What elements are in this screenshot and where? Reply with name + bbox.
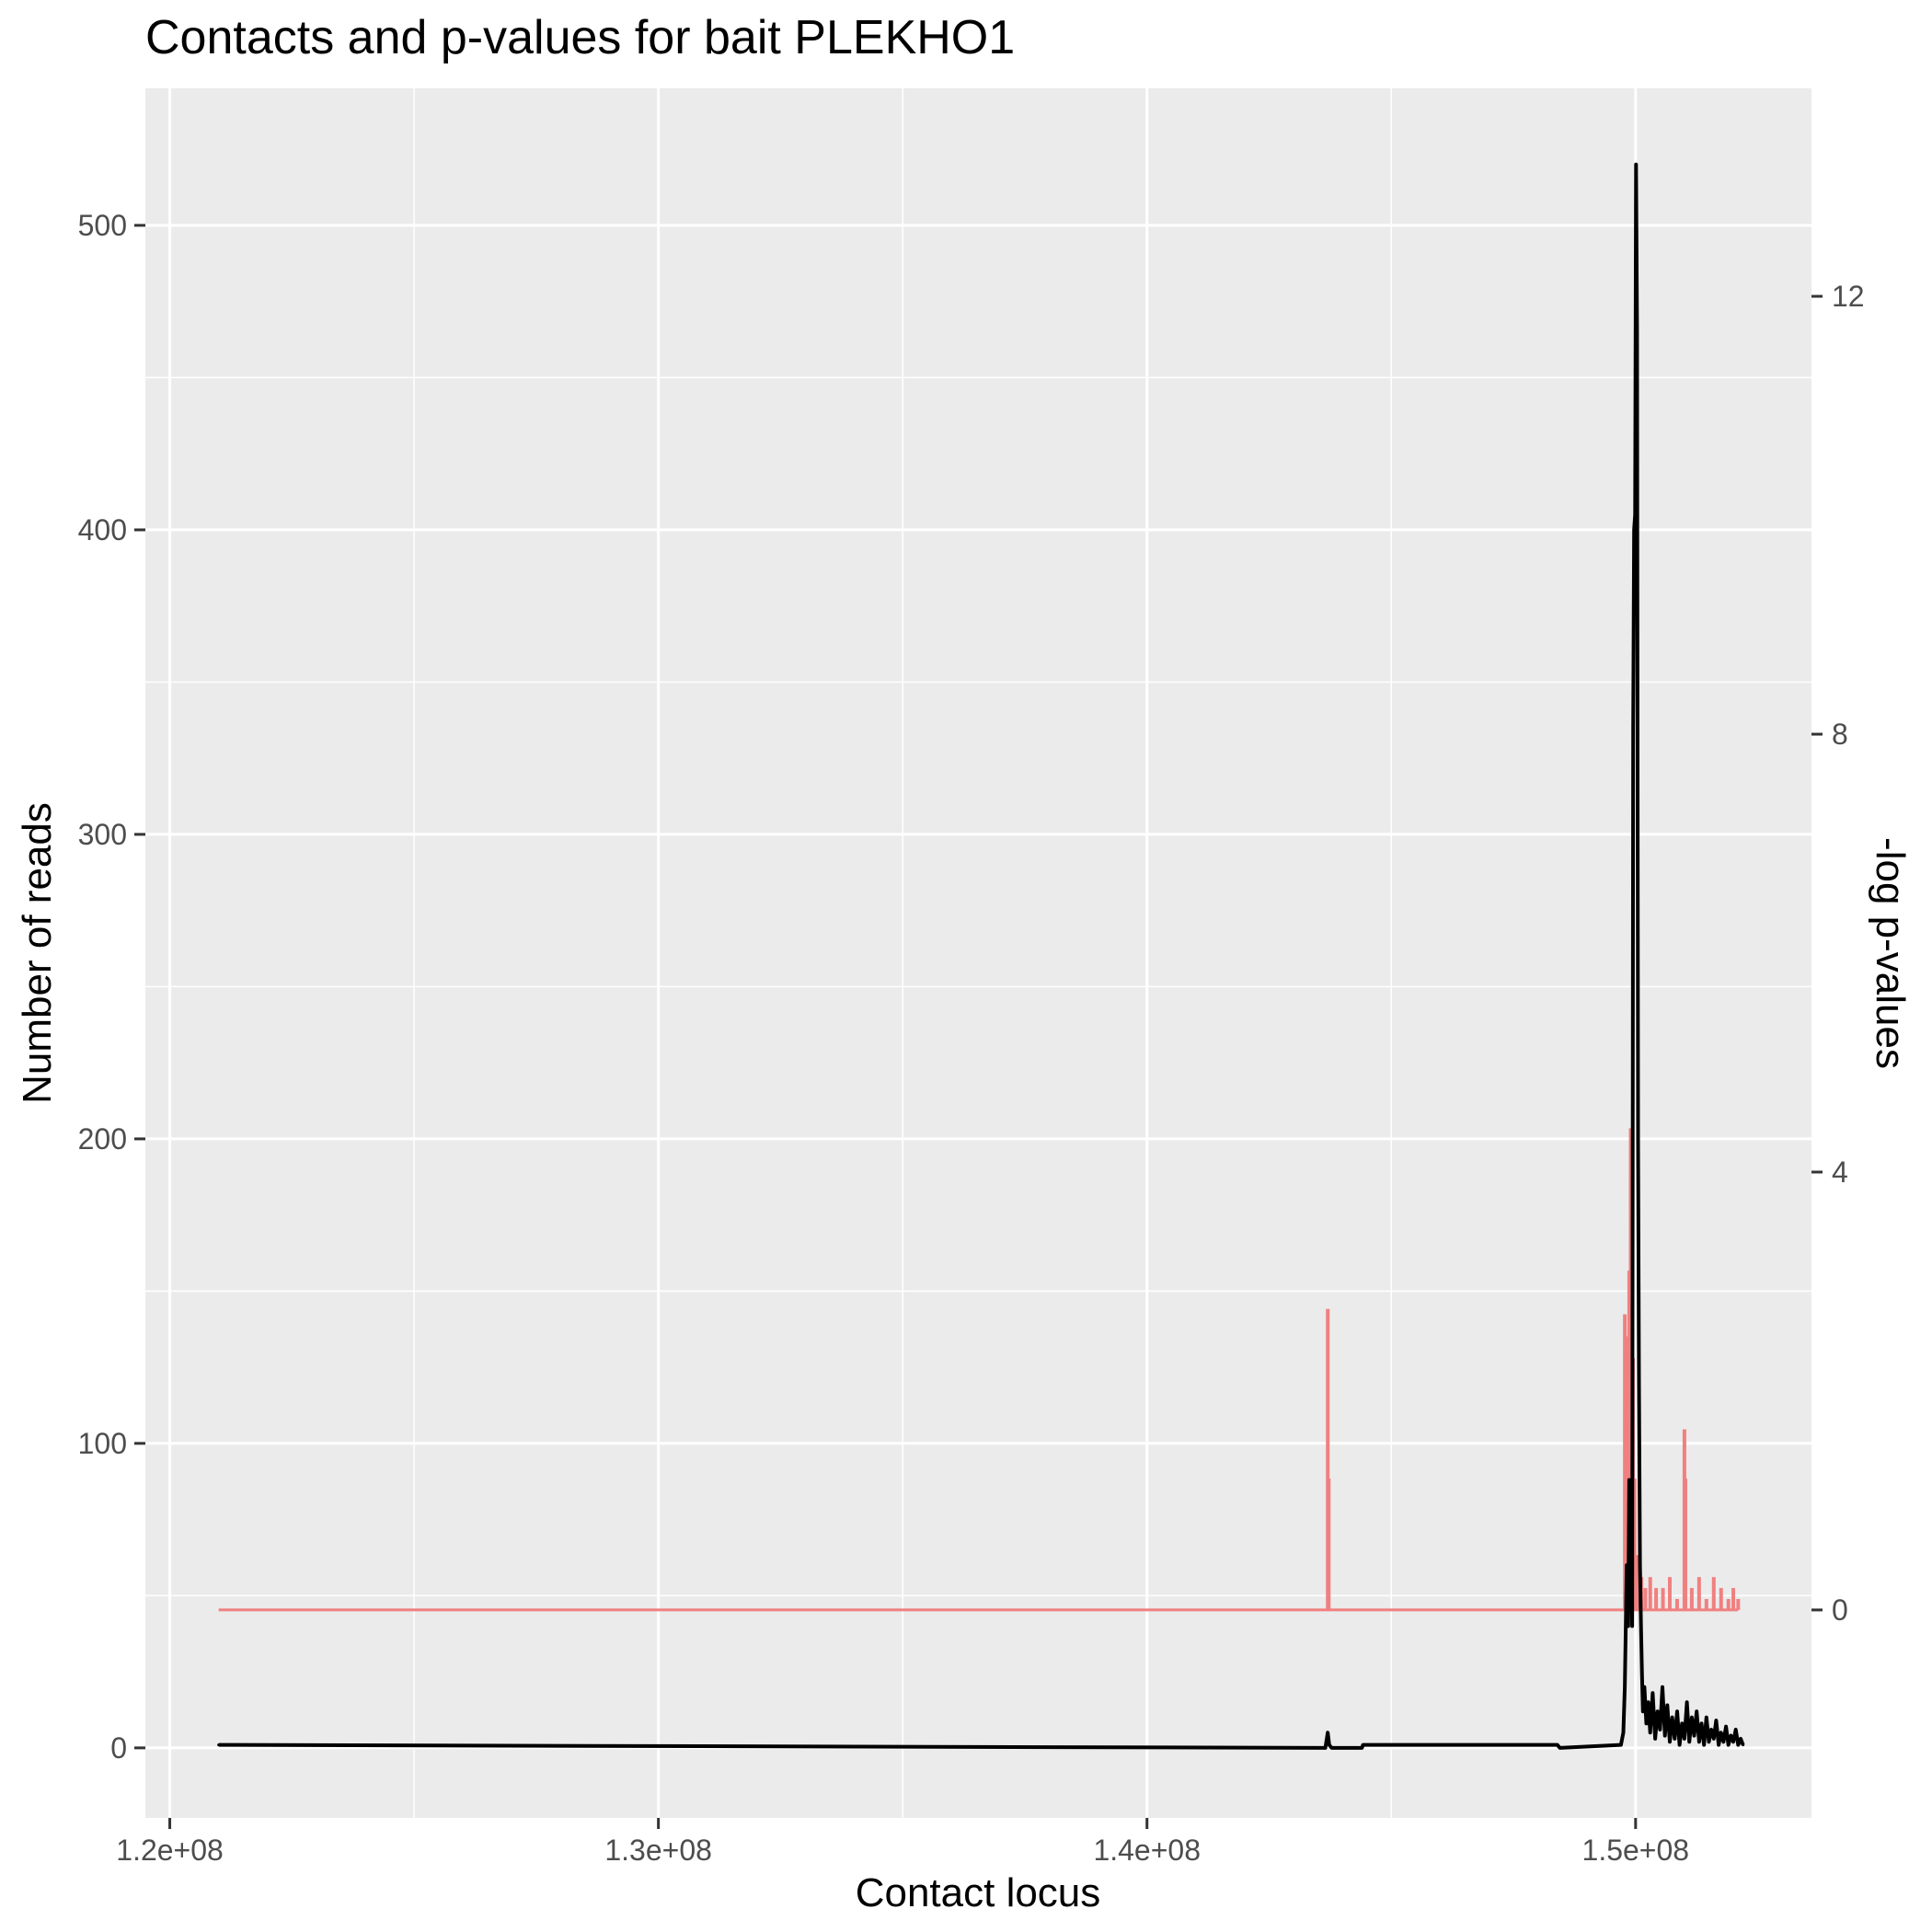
reads-point [1642,1685,1646,1689]
x-tick-label: 1.4e+08 [1093,1834,1201,1867]
axes: 1.2e+08 1.3e+08 1.4e+08 1.5e+08010020030040… [78,209,1865,1867]
reads-point [1724,1725,1728,1729]
reads-point [1630,1624,1634,1627]
reads-point [1631,726,1635,730]
reads-point [1678,1743,1682,1747]
reads-point [1714,1719,1718,1722]
y-tick-label: 500 [78,209,127,242]
reads-point [1623,1685,1627,1689]
reads-point [1653,1737,1657,1741]
reads-point [1731,1740,1735,1743]
reads-point [1619,1743,1623,1747]
reads-point [1736,1743,1740,1747]
reads-point [1644,1721,1648,1725]
reads-point [1712,1737,1716,1741]
reads-point [1700,1721,1704,1725]
x-tick-label: 1.3e+08 [604,1834,712,1867]
reads-point [1649,1731,1652,1734]
reads-point [1697,1740,1701,1743]
x-axis-title: Contact locus [856,1870,1101,1915]
reads-point [1635,330,1639,334]
reads-point [1656,1709,1660,1713]
reads-point [1360,1746,1363,1750]
plot-panel [145,88,1811,1818]
reads-point [1658,1728,1662,1731]
reads-point [1665,1704,1669,1708]
chart-title: Contacts and p-values for bait PLEKHO1 [145,11,1015,64]
reads-point [1683,1737,1686,1741]
reads-point [1632,528,1636,532]
reads-point [1361,1743,1364,1747]
reads-point [1641,1709,1645,1713]
reads-point [1628,1579,1632,1582]
reads-point [1693,1734,1696,1738]
reads-point [1709,1728,1713,1731]
reads-point [1622,1731,1626,1734]
reads-point [1690,1716,1694,1719]
reads-point [1719,1731,1723,1734]
reads-point [1633,512,1637,516]
series-layer [217,162,1745,1750]
reads-point [1326,1731,1329,1734]
y-tick-label: 400 [78,513,127,546]
reads-point [1636,1137,1639,1141]
reads-point [1702,1743,1706,1747]
reads-point [1668,1740,1672,1743]
reads-point [1627,1624,1630,1627]
reads-point [1556,1743,1559,1747]
reads-point [1650,1691,1654,1695]
reads-point [1717,1743,1720,1747]
x-tick-label: 1.2e+08 [116,1834,224,1867]
reads-point [1707,1740,1710,1743]
reads-point [1687,1740,1691,1743]
reads-point [1739,1737,1742,1741]
reads-point [1329,1746,1333,1750]
y-tick-label: 200 [78,1122,127,1156]
reads-point [1640,1670,1644,1673]
reads-point [1639,1563,1642,1567]
x-tick-label: 1.5e+08 [1582,1834,1690,1867]
y2-tick-label: 0 [1832,1593,1848,1627]
reads-point [1742,1743,1745,1747]
reads-point [1625,1563,1628,1567]
reads-point [1634,163,1638,167]
y2-axis-title: -log p-values [1868,837,1913,1069]
reads-point [1734,1728,1738,1731]
reads-point [1647,1700,1650,1704]
reads-point [1721,1740,1725,1743]
reads-point [1328,1743,1331,1747]
reads-point [1695,1709,1698,1713]
y-tick-label: 0 [110,1731,127,1765]
reads-point [1324,1746,1328,1750]
reads-point [1671,1716,1674,1719]
reads-point [1673,1737,1676,1741]
reads-point [1558,1746,1561,1750]
reads-point [217,1743,221,1747]
y-axis-title: Number of reads [15,802,60,1104]
reads-point [1627,1478,1631,1482]
y2-tick-label: 12 [1832,280,1865,313]
reads-point [1727,1743,1731,1747]
reads-point [1663,1734,1667,1738]
reads-point [1675,1709,1679,1713]
y-tick-label: 300 [78,818,127,851]
reads-point [1705,1716,1708,1719]
reads-point [1680,1721,1684,1725]
reads-point [1729,1734,1732,1738]
reads-point [1638,1381,1641,1385]
reads-point [1661,1685,1664,1689]
y2-tick-label: 4 [1832,1156,1848,1189]
reads-point [1685,1700,1689,1704]
y-tick-label: 100 [78,1427,127,1460]
reads-point [1629,1533,1633,1536]
reads-point [1639,1624,1643,1627]
y2-tick-label: 8 [1832,718,1848,751]
